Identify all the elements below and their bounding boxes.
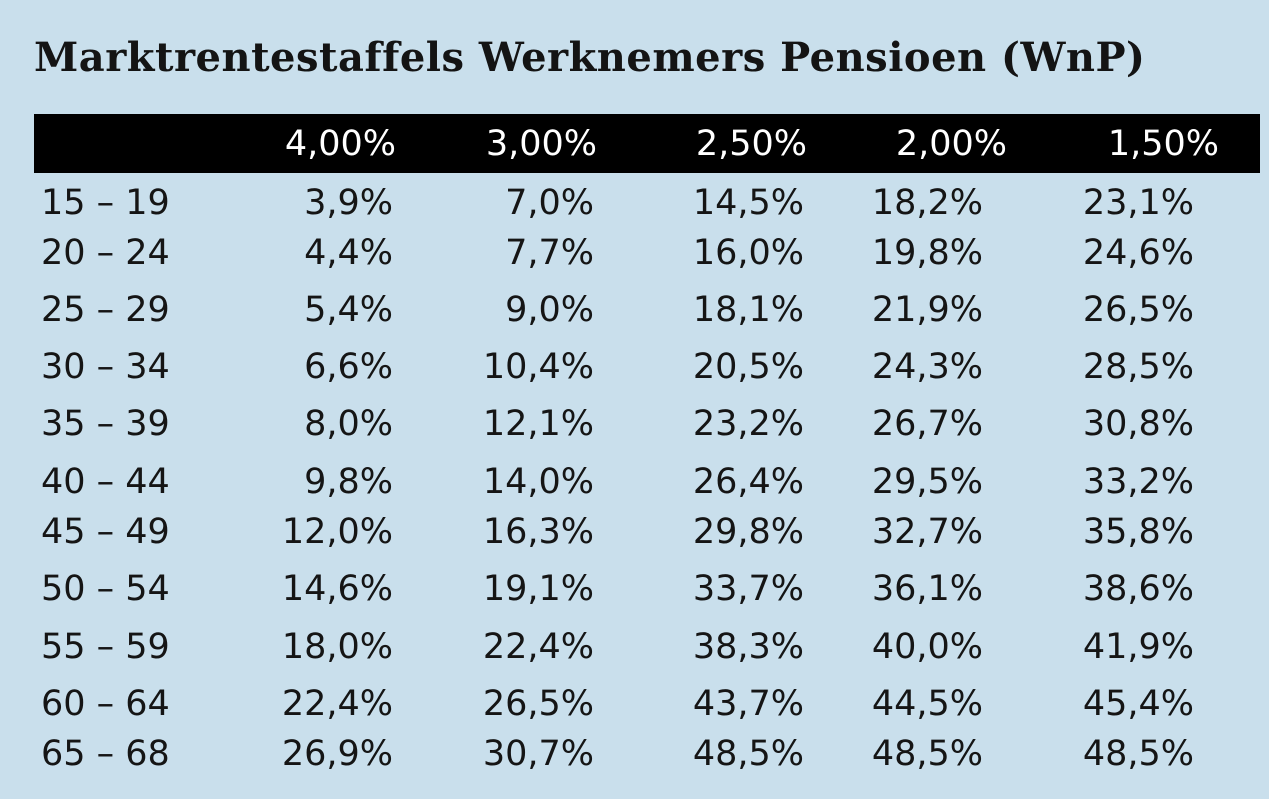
percentage-cell: 29,8% [692,512,804,552]
percentage-cell: 28,5% [1082,347,1194,387]
header-rate-1-5: 1,50% [1107,124,1219,164]
percentage-cell: 18,2% [871,183,983,223]
header-rate-2-5: 2,50% [695,124,807,164]
percentage-cell: 41,9% [1082,627,1194,667]
percentage-cell: 30,7% [482,734,594,774]
table-row: 55 – 59 18,0% 22,4% 38,3% 40,0% 41,9% [0,627,1269,677]
percentage-cell: 10,4% [482,347,594,387]
percentage-cell: 45,4% [1082,684,1194,724]
age-range-cell: 55 – 59 [41,627,170,667]
percentage-cell: 22,4% [281,684,393,724]
percentage-cell: 9,0% [505,290,594,330]
percentage-cell: 14,5% [692,183,804,223]
age-range-cell: 60 – 64 [41,684,170,724]
age-range-cell: 35 – 39 [41,404,170,444]
percentage-cell: 24,3% [871,347,983,387]
percentage-cell: 21,9% [871,290,983,330]
percentage-cell: 40,0% [871,627,983,667]
percentage-cell: 26,5% [482,684,594,724]
percentage-cell: 7,0% [505,183,594,223]
percentage-cell: 14,0% [482,462,594,502]
percentage-cell: 33,7% [692,569,804,609]
percentage-cell: 3,9% [304,183,393,223]
percentage-cell: 12,0% [281,512,393,552]
age-range-cell: 50 – 54 [41,569,170,609]
table-row: 25 – 29 5,4% 9,0% 18,1% 21,9% 26,5% [0,290,1269,340]
percentage-cell: 9,8% [304,462,393,502]
percentage-cell: 8,0% [304,404,393,444]
age-range-cell: 45 – 49 [41,512,170,552]
age-range-cell: 25 – 29 [41,290,170,330]
percentage-cell: 22,4% [482,627,594,667]
percentage-cell: 7,7% [505,233,594,273]
table-row: 15 – 19 3,9% 7,0% 14,5% 18,2% 23,1% [0,183,1269,233]
percentage-cell: 19,8% [871,233,983,273]
percentage-cell: 33,2% [1082,462,1194,502]
table-row: 50 – 54 14,6% 19,1% 33,7% 36,1% 38,6% [0,569,1269,619]
age-range-cell: 15 – 19 [41,183,170,223]
table-row: 35 – 39 8,0% 12,1% 23,2% 26,7% 30,8% [0,404,1269,454]
percentage-cell: 19,1% [482,569,594,609]
percentage-cell: 32,7% [871,512,983,552]
percentage-cell: 26,5% [1082,290,1194,330]
age-range-cell: 65 – 68 [41,734,170,774]
percentage-cell: 30,8% [1082,404,1194,444]
percentage-cell: 48,5% [871,734,983,774]
table-row: 65 – 68 26,9% 30,7% 48,5% 48,5% 48,5% [0,734,1269,784]
percentage-cell: 43,7% [692,684,804,724]
percentage-cell: 18,1% [692,290,804,330]
table-row: 45 – 49 12,0% 16,3% 29,8% 32,7% 35,8% [0,512,1269,562]
header-rate-3: 3,00% [485,124,597,164]
age-range-cell: 40 – 44 [41,462,170,502]
age-range-cell: 20 – 24 [41,233,170,273]
percentage-cell: 36,1% [871,569,983,609]
percentage-cell: 48,5% [692,734,804,774]
table-row: 40 – 44 9,8% 14,0% 26,4% 29,5% 33,2% [0,462,1269,512]
percentage-cell: 16,0% [692,233,804,273]
percentage-cell: 48,5% [1082,734,1194,774]
page-title: Marktrentestaffels Werknemers Pensioen (… [34,34,1146,81]
percentage-cell: 16,3% [482,512,594,552]
header-rate-4: 4,00% [284,124,396,164]
percentage-cell: 26,7% [871,404,983,444]
percentage-cell: 20,5% [692,347,804,387]
percentage-cell: 35,8% [1082,512,1194,552]
percentage-cell: 44,5% [871,684,983,724]
percentage-cell: 29,5% [871,462,983,502]
table-header: 4,00% 3,00% 2,50% 2,00% 1,50% [34,114,1260,173]
percentage-cell: 6,6% [304,347,393,387]
age-range-cell: 30 – 34 [41,347,170,387]
percentage-cell: 5,4% [304,290,393,330]
table-row: 20 – 24 4,4% 7,7% 16,0% 19,8% 24,6% [0,233,1269,283]
percentage-cell: 23,2% [692,404,804,444]
percentage-cell: 26,9% [281,734,393,774]
percentage-cell: 14,6% [281,569,393,609]
table-row: 60 – 64 22,4% 26,5% 43,7% 44,5% 45,4% [0,684,1269,734]
percentage-cell: 18,0% [281,627,393,667]
percentage-cell: 12,1% [482,404,594,444]
percentage-cell: 38,3% [692,627,804,667]
percentage-cell: 4,4% [304,233,393,273]
percentage-cell: 26,4% [692,462,804,502]
percentage-cell: 24,6% [1082,233,1194,273]
table-row: 30 – 34 6,6% 10,4% 20,5% 24,3% 28,5% [0,347,1269,397]
percentage-cell: 23,1% [1082,183,1194,223]
header-rate-2: 2,00% [895,124,1007,164]
percentage-cell: 38,6% [1082,569,1194,609]
